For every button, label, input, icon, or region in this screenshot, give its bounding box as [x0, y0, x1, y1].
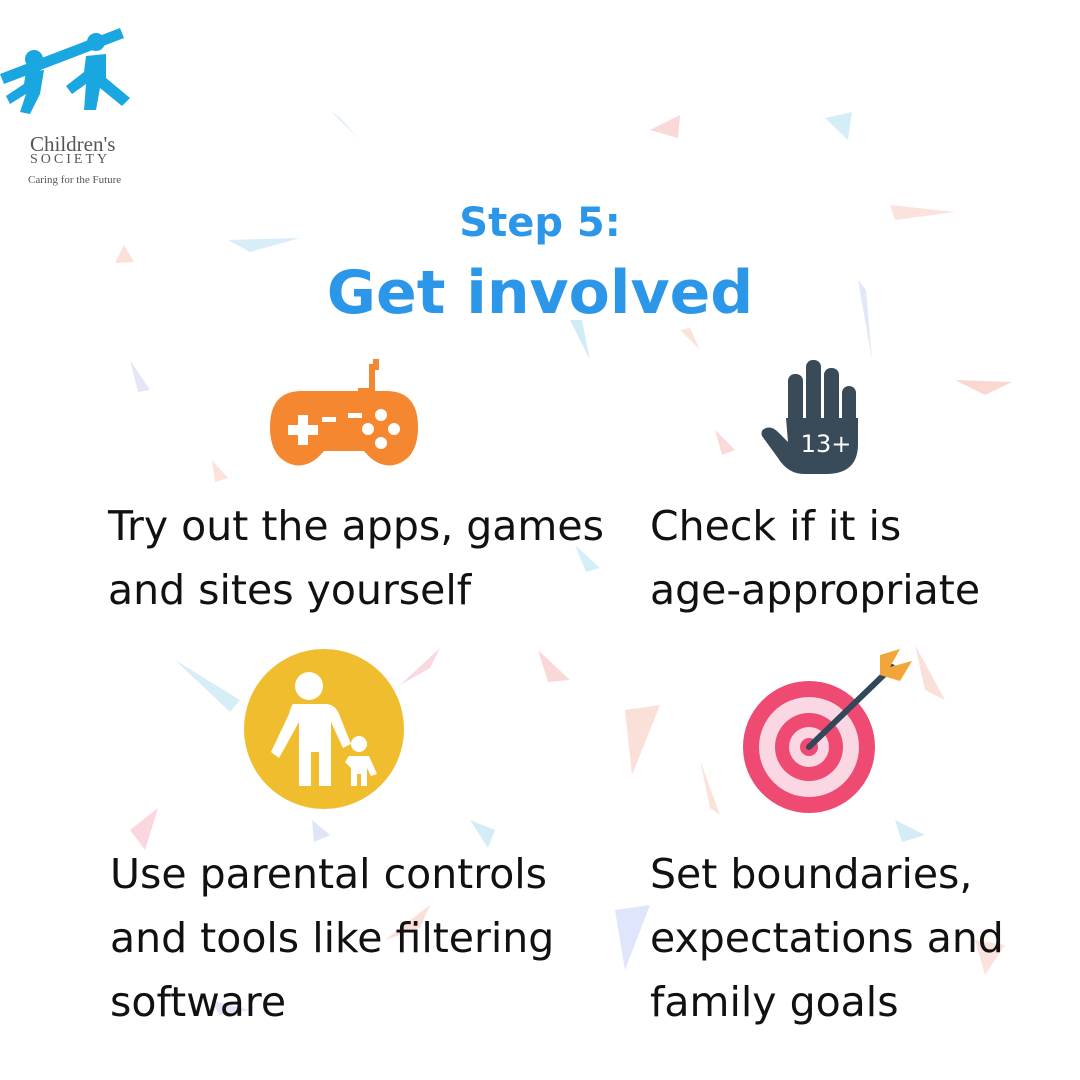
childrens-society-logo: Children's SOCIETY Caring for the Future: [0, 24, 150, 194]
children-holding-hands-icon: [0, 28, 130, 114]
item-try-apps-text: Try out the apps, games and sites yourse…: [108, 502, 604, 614]
target-arrow-icon: [743, 649, 912, 813]
page-title: Get involved: [326, 258, 754, 328]
logo-tagline: Caring for the Future: [28, 174, 122, 186]
item-age-check-text: Check if it is age-appropriate: [650, 502, 981, 614]
item-parental-controls-text: Use parental controls and tools like fil…: [110, 850, 555, 1026]
parent-child-icon: [244, 649, 404, 809]
age-badge: 13+: [801, 430, 852, 458]
step-heading: Step 5:: [459, 200, 621, 246]
hand-13-plus-icon: 13+: [761, 360, 858, 474]
logo-name: Children's: [30, 132, 116, 156]
game-controller-icon: [270, 359, 418, 466]
item-boundaries-text: Set boundaries, expectations and family …: [650, 850, 1004, 1026]
logo-subtitle: SOCIETY: [30, 152, 111, 167]
